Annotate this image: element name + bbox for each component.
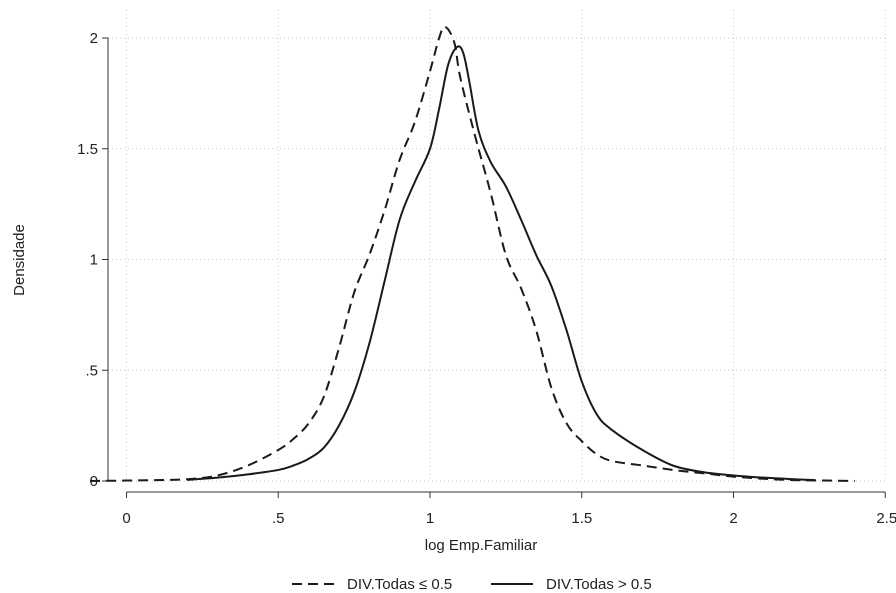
x-tick-label-2: 1 bbox=[426, 510, 434, 527]
grid-lines bbox=[108, 10, 886, 482]
y-axis-title: Densidade bbox=[11, 224, 28, 296]
legend-label-le-0.5: DIV.Todas ≤ 0.5 bbox=[347, 576, 452, 593]
legend: DIV.Todas ≤ 0.5 DIV.Todas > 0.5 bbox=[292, 576, 652, 593]
x-tick-label-1: .5 bbox=[272, 510, 285, 527]
y-tick-label-1: .5 bbox=[85, 362, 98, 379]
x-axis-title: log Emp.Familiar bbox=[425, 537, 538, 554]
y-tick-label-2: 1 bbox=[90, 252, 98, 269]
x-tick-label-4: 2 bbox=[729, 510, 737, 527]
y-tick-label-3: 1.5 bbox=[77, 141, 98, 158]
x-tick-label-5: 2.5 bbox=[876, 510, 896, 527]
x-tick-label-0: 0 bbox=[122, 510, 130, 527]
x-tick-label-3: 1.5 bbox=[571, 510, 592, 527]
y-tick-label-4: 2 bbox=[90, 30, 98, 47]
legend-label-gt-0.5: DIV.Todas > 0.5 bbox=[546, 576, 652, 593]
series-line-gt-0-5 bbox=[187, 45, 816, 482]
axes: 0.511.520.5 1 1.5 2 2.5 bbox=[77, 30, 896, 527]
series-line-le-0-5 bbox=[90, 25, 855, 482]
series-lines bbox=[90, 25, 855, 482]
